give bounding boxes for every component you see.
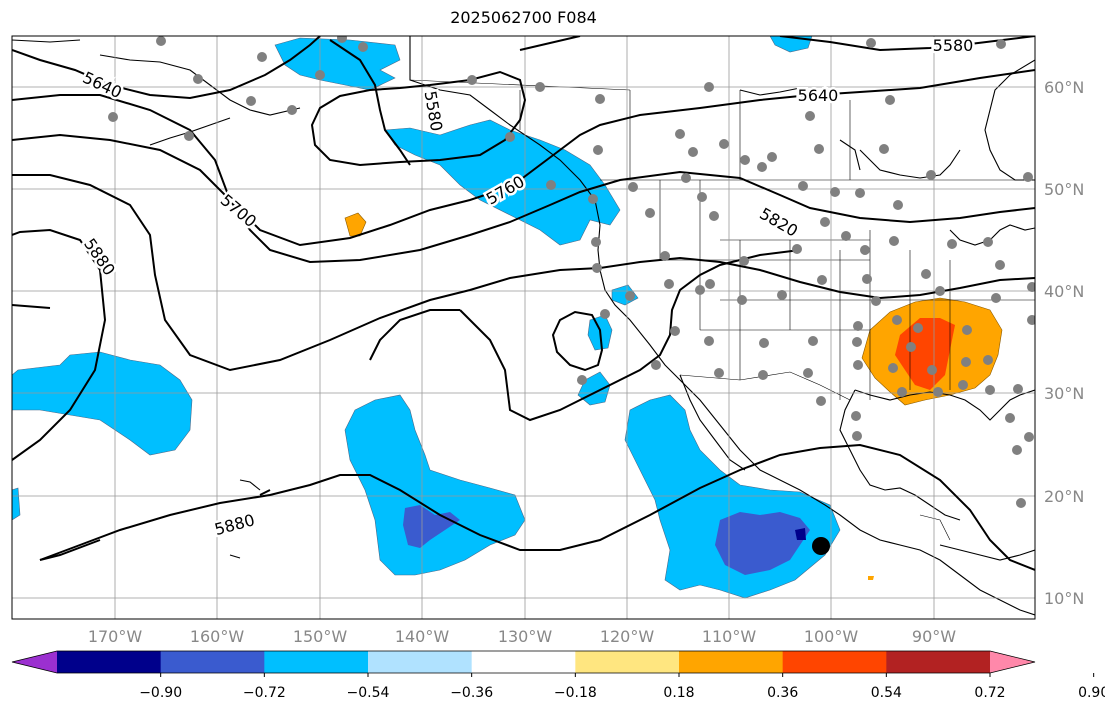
latitude-label: 50°N bbox=[1044, 180, 1084, 199]
longitude-label: 130°W bbox=[498, 627, 553, 646]
colorbar-tick-label: −0.72 bbox=[243, 685, 286, 701]
longitude-label: 100°W bbox=[804, 627, 859, 646]
latitude-label: 30°N bbox=[1044, 384, 1084, 403]
latitude-label: 10°N bbox=[1044, 589, 1084, 608]
colorbar-outline bbox=[11, 650, 1036, 674]
latitude-label: 60°N bbox=[1044, 78, 1084, 97]
graticule bbox=[12, 36, 1035, 619]
colorbar-tick-label: 0.72 bbox=[974, 685, 1005, 701]
strong-negative-anomaly-areas bbox=[403, 505, 810, 575]
colorbar-tick-label: −0.36 bbox=[450, 685, 493, 701]
colorbar-segment bbox=[264, 651, 369, 673]
colorbar-tick-label: 0.90 bbox=[1078, 685, 1105, 701]
map-frame bbox=[11, 35, 1036, 620]
colorbar-segment bbox=[782, 651, 887, 673]
coastlines bbox=[12, 36, 1035, 616]
station-markers bbox=[108, 36, 1035, 508]
colorbar-extend-min bbox=[12, 651, 57, 673]
contour-label: 5580 bbox=[933, 36, 974, 55]
contour-label: 5640 bbox=[798, 86, 839, 105]
colorbar: −0.90 −0.72 −0.54 −0.36 −0.18 0.18 0.36 0.54 0.7… bbox=[11, 650, 1105, 701]
longitude-label: 170°W bbox=[88, 627, 143, 646]
colorbar-segment bbox=[679, 651, 784, 673]
colorbar-segment bbox=[368, 651, 473, 673]
colorbar-segment bbox=[575, 651, 680, 673]
colorbar-segment bbox=[57, 651, 162, 673]
height-contours bbox=[12, 36, 1035, 571]
latitude-labels: 60°N 50°N 40°N 30°N 20°N 10°N bbox=[1044, 78, 1084, 608]
latitude-label: 20°N bbox=[1044, 487, 1084, 506]
colorbar-tick-label: −0.90 bbox=[139, 685, 182, 701]
colorbar-tick-label: 0.18 bbox=[663, 685, 694, 701]
colorbar-segment bbox=[471, 651, 576, 673]
colorbar-segment bbox=[886, 651, 991, 673]
longitude-labels: 170°W 160°W 150°W 140°W 130°W 120°W 110°… bbox=[88, 627, 956, 646]
colorbar-segment bbox=[160, 651, 265, 673]
longitude-label: 160°W bbox=[190, 627, 245, 646]
map-title: 2025062700 F084 bbox=[450, 8, 597, 27]
colorbar-tick-label: −0.54 bbox=[347, 685, 390, 701]
longitude-label: 150°W bbox=[293, 627, 348, 646]
latitude-label: 40°N bbox=[1044, 282, 1084, 301]
colorbar-extend-max bbox=[990, 651, 1035, 673]
colorbar-tick-label: 0.54 bbox=[871, 685, 902, 701]
longitude-label: 140°W bbox=[395, 627, 450, 646]
longitude-label: 120°W bbox=[600, 627, 655, 646]
colorbar-tick-label: −0.18 bbox=[554, 685, 597, 701]
longitude-label: 90°W bbox=[912, 627, 956, 646]
longitude-label: 110°W bbox=[702, 627, 757, 646]
negative-anomaly-areas bbox=[12, 36, 841, 599]
colorbar-tick-label: 0.36 bbox=[767, 685, 798, 701]
storm-center-marker bbox=[812, 537, 830, 555]
